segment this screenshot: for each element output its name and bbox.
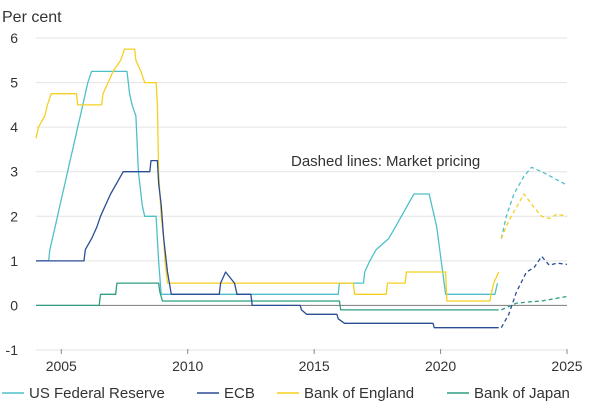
y-tick-label-4: 3 xyxy=(10,164,18,180)
market-pricing-line-bank-of-england xyxy=(500,193,568,239)
gridlines xyxy=(36,37,567,351)
legend-label-bank-of-england: Bank of England xyxy=(304,385,414,402)
legend-label-ecb: ECB xyxy=(224,385,255,402)
x-tick-labels: 2005 2010 2015 2020 2025 xyxy=(46,349,583,374)
y-tick-label-7: 6 xyxy=(10,30,18,46)
legend: US Federal Reserve ECB Bank of England Bank… xyxy=(2,385,570,402)
y-axis-unit-label: Per cent xyxy=(2,9,62,26)
x-tick-label-4: 2025 xyxy=(551,358,582,374)
y-tick-label-3: 2 xyxy=(10,208,18,224)
y-tick-labels: -1 0 1 2 3 4 5 6 xyxy=(6,30,19,358)
legend-label-bank-of-japan: Bank of Japan xyxy=(474,385,570,402)
x-tick-label-0: 2005 xyxy=(46,358,77,374)
series-line-ecb xyxy=(36,159,499,329)
series-line-bank-of-england xyxy=(35,48,500,302)
series-lines xyxy=(35,48,568,329)
y-tick-label-1: 0 xyxy=(10,297,18,313)
x-tick-label-1: 2010 xyxy=(172,358,203,374)
x-tick-label-2: 2015 xyxy=(299,358,330,374)
y-tick-label-2: 1 xyxy=(10,253,18,269)
market-pricing-line-us-federal-reserve xyxy=(500,166,568,239)
y-tick-label-0: -1 xyxy=(6,342,19,358)
series-line-bank-of-japan xyxy=(36,282,499,311)
y-tick-label-5: 4 xyxy=(10,119,18,135)
market-pricing-annotation: Dashed lines: Market pricing xyxy=(291,153,480,170)
market-pricing-line-bank-of-japan xyxy=(501,295,568,311)
x-tick-label-3: 2020 xyxy=(425,358,456,374)
legend-label-us-federal-reserve: US Federal Reserve xyxy=(29,385,165,402)
market-pricing-line-ecb xyxy=(500,255,568,329)
y-tick-label-6: 5 xyxy=(10,75,18,91)
